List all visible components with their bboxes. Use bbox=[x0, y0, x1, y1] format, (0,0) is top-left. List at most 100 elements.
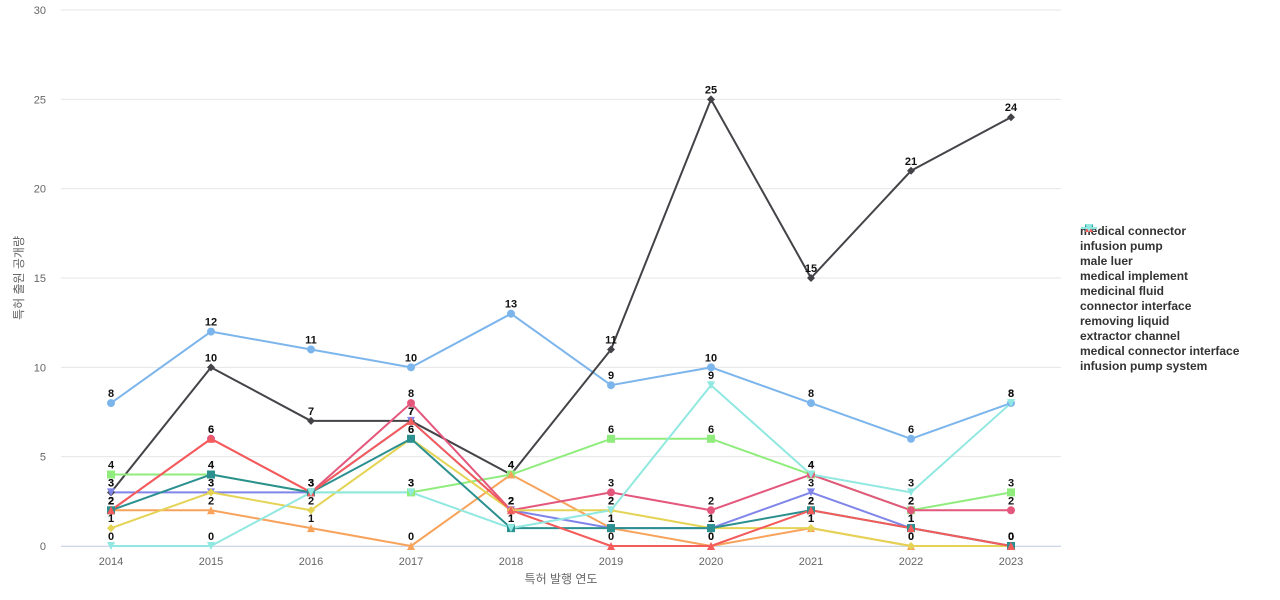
data-point[interactable] bbox=[107, 542, 115, 550]
data-point[interactable] bbox=[607, 381, 615, 390]
data-label: 2 bbox=[1008, 495, 1014, 507]
legend-symbol-icon bbox=[1081, 224, 1097, 232]
data-point[interactable] bbox=[607, 488, 615, 497]
data-point[interactable] bbox=[607, 345, 615, 354]
data-point[interactable] bbox=[1007, 399, 1015, 408]
data-label: 21 bbox=[905, 156, 917, 168]
data-point[interactable] bbox=[407, 542, 415, 550]
data-label: 3 bbox=[308, 477, 314, 489]
data-label: 8 bbox=[408, 388, 414, 400]
data-point[interactable] bbox=[907, 542, 915, 550]
data-point[interactable] bbox=[107, 470, 115, 479]
data-point[interactable] bbox=[707, 95, 715, 104]
data-point[interactable] bbox=[907, 524, 915, 533]
legend-item[interactable]: connector interface bbox=[1080, 224, 1239, 313]
data-point[interactable] bbox=[107, 399, 115, 408]
data-point[interactable] bbox=[807, 399, 815, 408]
data-point[interactable] bbox=[307, 488, 315, 497]
data-point[interactable] bbox=[1007, 506, 1015, 515]
data-point[interactable] bbox=[207, 434, 215, 443]
data-label: 8 bbox=[1008, 388, 1014, 400]
data-point[interactable] bbox=[1007, 113, 1015, 122]
data-label: 11 bbox=[605, 334, 617, 346]
data-point[interactable] bbox=[907, 506, 915, 515]
data-label: 2 bbox=[708, 495, 714, 507]
data-point[interactable] bbox=[107, 506, 115, 515]
series-line[interactable] bbox=[110, 98, 1012, 494]
data-point[interactable] bbox=[407, 399, 415, 408]
data-point[interactable] bbox=[707, 434, 715, 443]
data-point[interactable] bbox=[807, 524, 815, 533]
data-point[interactable] bbox=[807, 470, 815, 479]
data-point[interactable] bbox=[707, 542, 715, 550]
data-point[interactable] bbox=[907, 166, 915, 175]
data-point[interactable] bbox=[107, 524, 115, 533]
data-point[interactable] bbox=[707, 524, 715, 533]
legend-item[interactable]: medicinal fluid bbox=[1080, 224, 1239, 298]
data-label: 3 bbox=[208, 477, 214, 489]
legend-item[interactable]: medical connector bbox=[1080, 223, 1239, 238]
legend-item[interactable]: infusion pump system bbox=[1080, 224, 1239, 373]
series-line[interactable] bbox=[110, 312, 1012, 440]
data-label: 7 bbox=[408, 406, 414, 418]
data-label: 2 bbox=[208, 495, 214, 507]
data-label: 2 bbox=[608, 495, 614, 507]
legend-label: medical connector bbox=[1080, 223, 1187, 238]
data-point[interactable] bbox=[207, 506, 215, 515]
data-point[interactable] bbox=[407, 416, 415, 425]
data-point[interactable] bbox=[107, 488, 115, 497]
data-point[interactable] bbox=[507, 506, 515, 515]
data-label: 3 bbox=[308, 477, 314, 489]
data-point[interactable] bbox=[307, 416, 315, 425]
legend-item[interactable]: medical implement bbox=[1080, 224, 1239, 283]
data-point[interactable] bbox=[607, 524, 615, 533]
legend-item[interactable]: extractor channel bbox=[1080, 224, 1239, 343]
data-point[interactable] bbox=[507, 309, 515, 318]
data-point[interactable] bbox=[1007, 488, 1015, 497]
legend-item[interactable]: medical connector interface bbox=[1080, 224, 1239, 358]
data-point[interactable] bbox=[207, 327, 215, 336]
data-label: 3 bbox=[808, 477, 814, 489]
data-point[interactable] bbox=[707, 381, 715, 390]
legend-item[interactable]: male luer bbox=[1080, 224, 1239, 268]
legend-item[interactable]: removing liquid bbox=[1080, 224, 1239, 328]
data-point[interactable] bbox=[807, 506, 815, 515]
data-label: 11 bbox=[305, 334, 317, 346]
data-point[interactable] bbox=[307, 506, 315, 515]
x-tick-label: 2019 bbox=[599, 556, 623, 568]
data-point[interactable] bbox=[607, 542, 615, 550]
data-point[interactable] bbox=[607, 506, 615, 515]
y-tick-label: 15 bbox=[34, 273, 46, 285]
series-line[interactable] bbox=[110, 437, 1012, 547]
data-point[interactable] bbox=[507, 470, 515, 479]
data-point[interactable] bbox=[607, 434, 615, 443]
data-point[interactable] bbox=[907, 434, 915, 443]
data-point[interactable] bbox=[307, 345, 315, 354]
series-line[interactable] bbox=[110, 419, 1012, 547]
data-point[interactable] bbox=[407, 363, 415, 372]
data-label: 1 bbox=[808, 513, 814, 525]
legend: medical connector infusion pump male luer m… bbox=[1080, 223, 1239, 373]
x-tick-label: 2020 bbox=[699, 556, 723, 568]
x-tick-label: 2023 bbox=[999, 556, 1023, 568]
data-point[interactable] bbox=[407, 434, 415, 443]
grid-lines bbox=[61, 9, 1061, 547]
data-point[interactable] bbox=[707, 363, 715, 372]
data-point[interactable] bbox=[1007, 542, 1015, 550]
data-point[interactable] bbox=[307, 524, 315, 533]
data-point[interactable] bbox=[207, 488, 215, 497]
data-point[interactable] bbox=[807, 274, 815, 282]
data-point[interactable] bbox=[507, 524, 515, 533]
y-tick-label: 30 bbox=[34, 5, 46, 17]
data-point[interactable] bbox=[207, 542, 215, 550]
data-point[interactable] bbox=[707, 506, 715, 515]
data-point[interactable] bbox=[407, 488, 415, 497]
legend-label: infusion pump system bbox=[1080, 358, 1208, 373]
series-line[interactable] bbox=[110, 384, 1012, 547]
data-point[interactable] bbox=[907, 488, 915, 497]
data-point[interactable] bbox=[207, 363, 215, 372]
data-point[interactable] bbox=[807, 488, 815, 497]
data-point[interactable] bbox=[207, 470, 215, 479]
legend-item[interactable]: infusion pump bbox=[1080, 224, 1239, 253]
